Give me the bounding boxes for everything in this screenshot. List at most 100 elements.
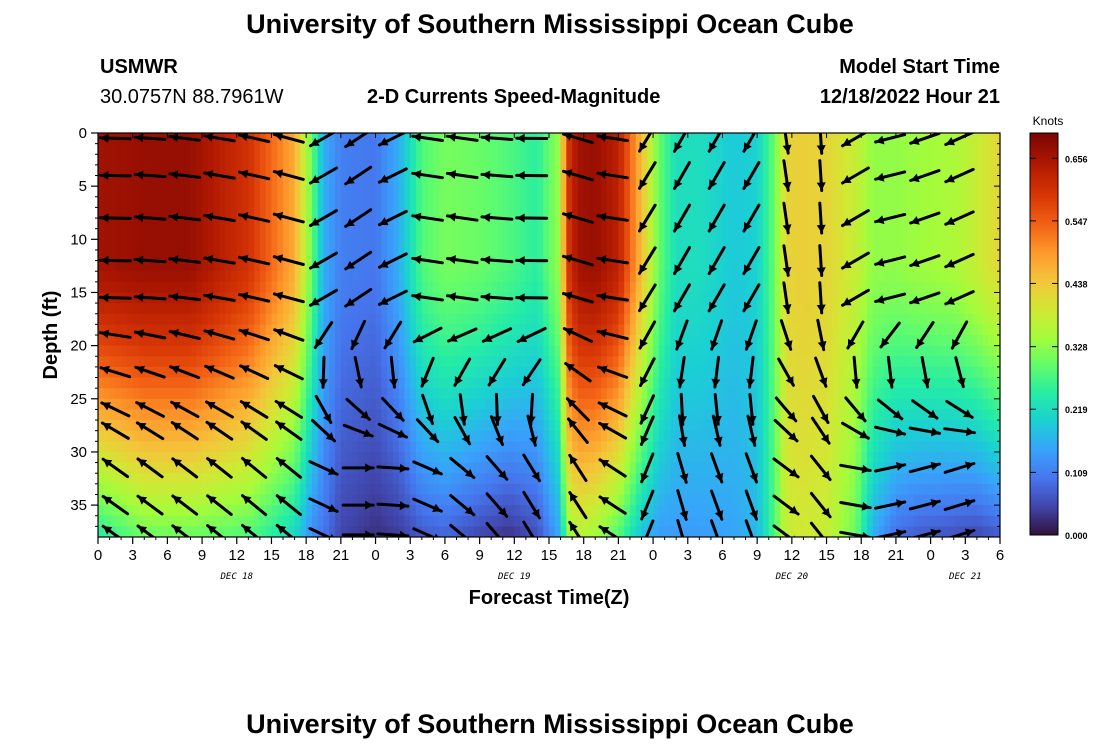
heat-cell [126, 281, 134, 294]
heat-cell [786, 196, 793, 209]
heat-cell [751, 494, 758, 506]
heat-cell [288, 260, 296, 272]
heat-cell [115, 409, 122, 421]
heat-cell [340, 494, 348, 506]
heat-cell [456, 398, 463, 411]
heat-cell [340, 303, 348, 315]
heat-cell [514, 143, 521, 155]
heat-cell [647, 462, 654, 474]
heat-cell [635, 494, 643, 506]
heat-cell [311, 281, 319, 294]
heat-cell [496, 303, 504, 315]
heat-cell [132, 377, 140, 389]
heat-cell [612, 324, 619, 336]
heat-cell [473, 154, 481, 166]
heat-cell [242, 303, 249, 315]
heat-cell [317, 366, 325, 379]
heat-cell [745, 313, 752, 325]
heat-cell [653, 239, 660, 251]
heat-cell [832, 207, 839, 219]
heat-cell [219, 175, 226, 187]
heat-cell [230, 462, 238, 474]
heat-cell [710, 303, 718, 315]
heat-cell [173, 143, 180, 155]
heat-cell [728, 196, 735, 209]
heat-cell [254, 515, 261, 527]
heat-cell [196, 441, 203, 453]
heat-cell [728, 441, 735, 453]
heat-cell [531, 388, 539, 400]
heat-cell [780, 313, 787, 325]
heat-cell [537, 281, 544, 294]
heat-cell [450, 175, 458, 187]
heat-cell [531, 420, 539, 432]
heat-cell [641, 366, 648, 379]
heat-cell [826, 441, 833, 453]
heat-cell [277, 196, 284, 209]
heat-cell [514, 164, 521, 177]
heat-cell [687, 164, 695, 177]
heat-cell [369, 228, 377, 240]
heat-cell [768, 483, 776, 496]
heat-cell [635, 249, 643, 262]
heat-cell [826, 377, 833, 389]
heat-cell [774, 483, 781, 496]
heat-cell [283, 451, 290, 464]
heat-cell [173, 515, 180, 527]
heat-cell [213, 451, 221, 464]
heat-cell [456, 303, 463, 315]
heat-cell [699, 366, 706, 379]
heat-cell [716, 462, 724, 474]
heat-cell [358, 175, 365, 187]
heat-cell [745, 133, 752, 145]
heat-cell [641, 207, 648, 219]
heat-cell [335, 430, 342, 442]
heat-cell [254, 260, 261, 272]
heat-cell [722, 281, 729, 294]
heat-cell [699, 175, 706, 187]
heat-cell [115, 526, 122, 537]
heat-cell [155, 377, 163, 389]
heat-cell [849, 143, 857, 155]
heat-cell [456, 356, 463, 368]
heat-cell [213, 186, 221, 198]
heat-cell [699, 420, 706, 432]
heat-cell [150, 196, 157, 209]
heat-cell [265, 260, 273, 272]
heat-cell [109, 154, 116, 166]
heat-cell [485, 218, 492, 230]
heat-cell [254, 218, 261, 230]
heat-cell [618, 366, 625, 379]
heat-cell [323, 377, 330, 389]
heat-cell [473, 409, 481, 421]
heat-cell [710, 196, 718, 209]
heat-cell [612, 207, 619, 219]
heat-cell [791, 515, 799, 527]
heat-cell [734, 196, 741, 209]
heat-cell [496, 420, 504, 432]
heat-cell [323, 388, 330, 400]
heat-cell [144, 430, 151, 442]
heat-cell [178, 260, 186, 272]
heat-cell [213, 175, 221, 187]
heat-cell [774, 292, 781, 304]
heat-cell [248, 164, 255, 177]
heat-cell [780, 366, 787, 379]
heat-cell [809, 462, 816, 474]
heat-cell [190, 175, 197, 187]
heat-cell [144, 260, 151, 272]
heat-cell [577, 186, 585, 198]
heat-cell [838, 345, 845, 357]
heat-cell [144, 356, 151, 368]
heat-cell [814, 505, 822, 517]
heat-cell [543, 260, 550, 272]
heat-cell [496, 281, 504, 294]
heat-cell [317, 473, 325, 485]
heat-cell [144, 218, 151, 230]
heat-cell [606, 313, 614, 325]
heat-cell [184, 218, 192, 230]
heat-cell [352, 175, 359, 187]
heat-cell [583, 228, 591, 240]
heat-cell [416, 260, 423, 272]
heat-cell [439, 377, 446, 389]
